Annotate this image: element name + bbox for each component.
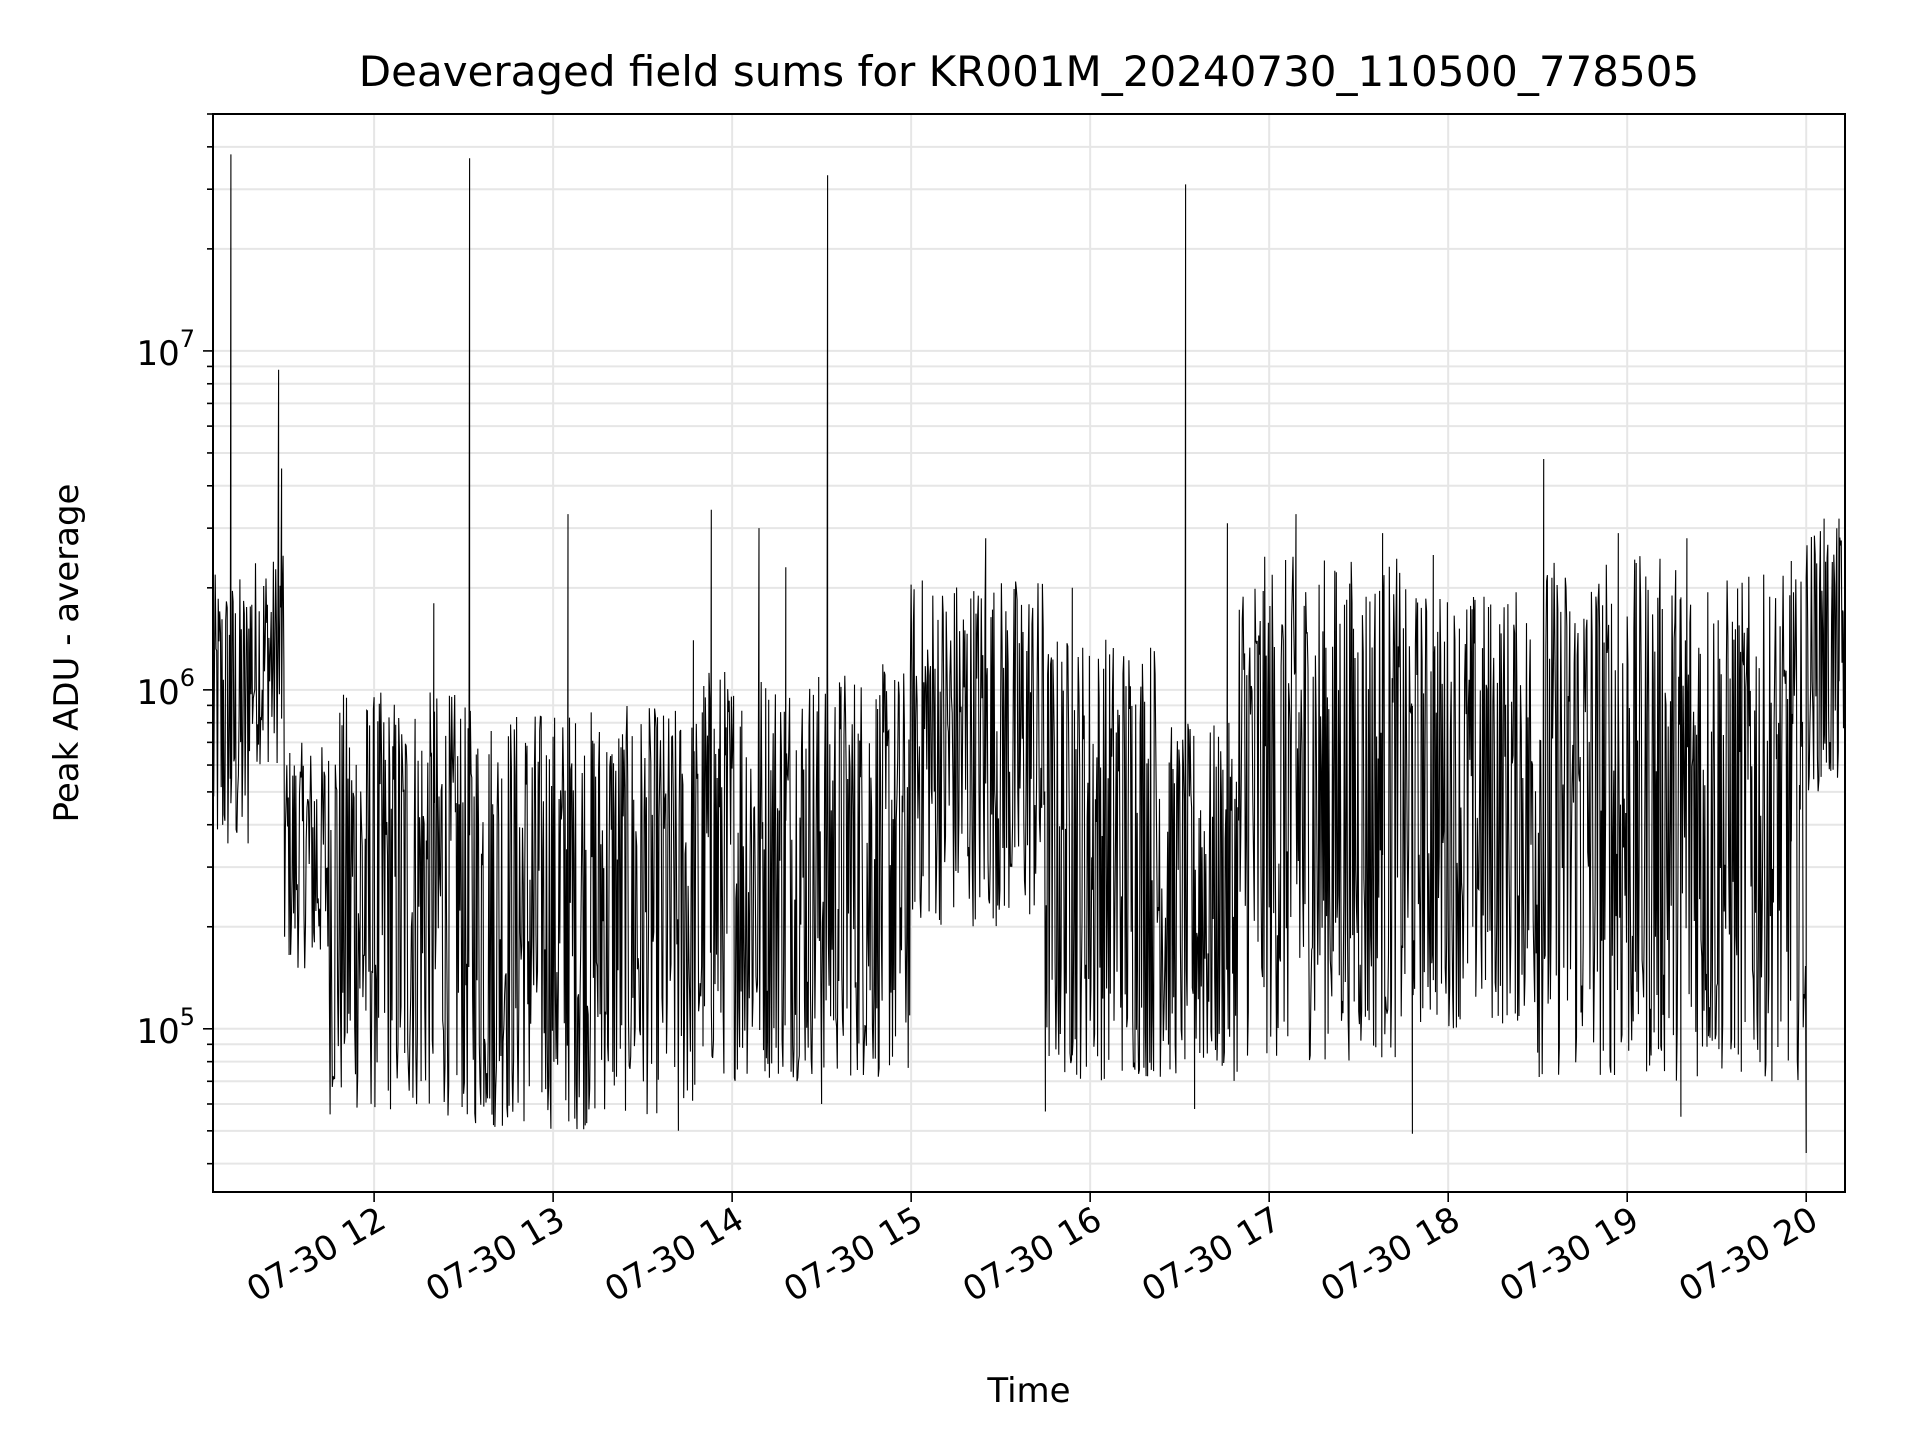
x-tick-label: 07-30 13 (419, 1199, 571, 1310)
chart-title: Deaveraged field sums for KR001M_2024073… (359, 47, 1699, 96)
x-tick-label: 07-30 14 (598, 1199, 750, 1310)
y-tick-label: 105 (136, 1003, 195, 1052)
x-tick-label: 07-30 12 (240, 1199, 392, 1310)
y-axis-label: Peak ADU - average (47, 484, 87, 823)
x-tick-label: 07-30 16 (956, 1199, 1108, 1310)
x-tick-label: 07-30 20 (1672, 1199, 1824, 1310)
y-tick-exponent: 6 (180, 664, 195, 692)
y-tick-base: 10 (136, 673, 179, 713)
y-tick-exponent: 5 (180, 1003, 195, 1031)
x-axis-label: Time (986, 1371, 1070, 1411)
x-tick-label: 07-30 19 (1493, 1199, 1645, 1310)
y-tick-label: 107 (136, 325, 195, 374)
y-tick-exponent: 7 (180, 325, 195, 353)
x-tick-label: 07-30 18 (1314, 1199, 1466, 1310)
x-tick-label: 07-30 17 (1135, 1199, 1287, 1310)
x-tick-label: 07-30 15 (777, 1199, 929, 1310)
series-line (212, 154, 1845, 1154)
y-tick-base: 10 (136, 1012, 179, 1052)
series-layer (212, 154, 1845, 1154)
plot-frame (212, 113, 1846, 1193)
y-tick-base: 10 (136, 334, 179, 374)
y-tick-label: 106 (136, 664, 195, 713)
